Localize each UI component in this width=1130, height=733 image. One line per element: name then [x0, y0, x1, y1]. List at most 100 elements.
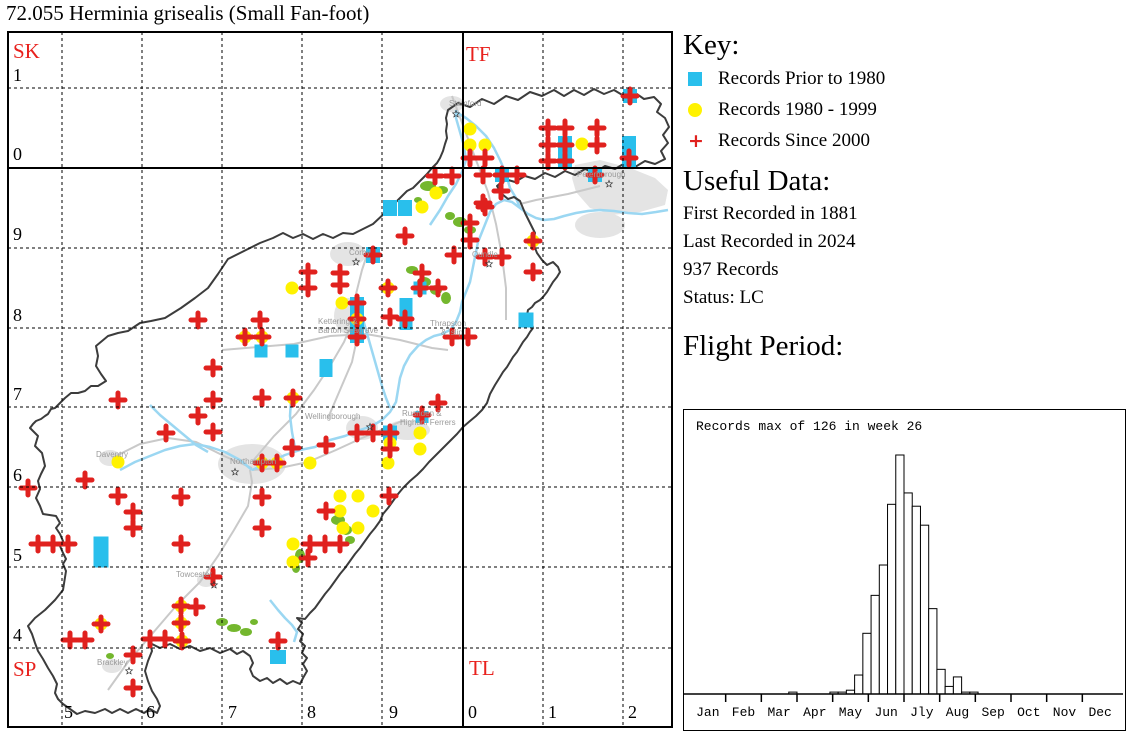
rivers-layer	[119, 110, 669, 643]
county-boundary	[27, 88, 670, 715]
town-label: Brackley	[97, 658, 128, 667]
record-cross	[28, 534, 48, 554]
record-circle	[366, 504, 380, 518]
record-cross	[298, 548, 318, 568]
record-cross	[523, 262, 543, 282]
record-cross	[155, 629, 175, 649]
record-cross	[428, 278, 448, 298]
record-cross	[123, 518, 143, 538]
record-cross	[410, 278, 430, 298]
grid-number: 5	[13, 545, 22, 565]
record-cross	[379, 486, 399, 506]
record-cross	[156, 423, 176, 443]
town-labels-layer: Stamford Peterborough Corby Oundle Kettering…	[96, 99, 625, 675]
record-cross	[460, 213, 480, 233]
record-cross	[475, 148, 495, 168]
key-item-label: Records Since 2000	[718, 130, 870, 152]
record-cross	[140, 629, 160, 649]
key-legend: Records Prior to 1980 Records 1980 - 1999…	[683, 68, 1130, 152]
key-item: Records Prior to 1980	[683, 68, 1130, 90]
histogram-bar	[928, 608, 938, 695]
histogram-bar	[887, 503, 897, 695]
town-star-icon	[230, 467, 240, 476]
record-cross	[619, 148, 639, 168]
record-square	[93, 536, 109, 568]
record-cross	[412, 263, 432, 283]
month-label: Jly	[910, 705, 934, 720]
record-cross	[428, 393, 448, 413]
record-cross	[425, 166, 445, 186]
town-label: Towcester	[176, 570, 212, 579]
grid-number: 0	[468, 702, 477, 722]
record-cross	[203, 358, 223, 378]
month-label: Apr	[803, 705, 826, 720]
record-circle	[285, 281, 299, 295]
record-cross	[442, 327, 462, 347]
flight-period-chart: Jan Feb Mar Apr May Jun Jly Aug Sep Oct Nov Dec Reco…	[683, 409, 1126, 731]
record-cross	[442, 166, 462, 186]
record-cross	[491, 181, 511, 201]
record-cross	[460, 148, 480, 168]
grid-number: 6	[146, 702, 155, 722]
record-cross	[363, 245, 383, 265]
record-cross	[203, 390, 223, 410]
histogram-bar	[936, 668, 946, 695]
record-cross	[475, 247, 495, 267]
flight-period-heading: Flight Period:	[683, 329, 844, 362]
record-circle	[333, 489, 347, 503]
record-cross	[58, 534, 78, 554]
town-label: Peterborough	[577, 170, 625, 179]
record-cross	[171, 596, 191, 616]
month-label: Mar	[767, 705, 790, 720]
town-label: Oundle	[472, 250, 498, 259]
record-circle	[463, 138, 477, 152]
record-cross	[412, 405, 432, 425]
record-cross	[347, 309, 367, 329]
record-cross	[585, 165, 605, 185]
record-cross	[252, 518, 272, 538]
record-cross	[347, 293, 367, 313]
useful-data-heading: Useful Data:	[683, 165, 831, 198]
record-cross	[378, 278, 398, 298]
circle-swatch-icon	[688, 103, 710, 118]
record-square	[518, 312, 534, 328]
useful-data-lines: First Recorded in 1881 Last Recorded in 2…	[683, 203, 1130, 309]
month-label: Oct	[1017, 705, 1040, 720]
grid-layer	[7, 31, 673, 728]
grid-number: 1	[13, 65, 22, 85]
record-circle	[381, 456, 395, 470]
grid-number: 5	[64, 702, 73, 722]
record-cross	[43, 534, 63, 554]
record-cross	[316, 501, 336, 521]
record-cross	[203, 567, 223, 587]
record-circle	[413, 442, 427, 456]
record-cross	[172, 631, 192, 651]
record-square	[285, 344, 299, 358]
month-label: Feb	[732, 705, 755, 720]
record-cross	[315, 534, 335, 554]
town-star-icon	[209, 580, 219, 589]
record-cross	[123, 645, 143, 665]
grid-number: 6	[13, 465, 22, 485]
record-circle	[575, 137, 589, 151]
histogram-bar	[903, 492, 913, 695]
town-label: Daventry	[96, 450, 128, 459]
record-circle	[111, 455, 125, 469]
town-star-icon	[351, 257, 361, 266]
record-cross	[380, 423, 400, 443]
key-item: + Records Since 2000	[683, 130, 1130, 152]
record-circle	[286, 537, 300, 551]
useful-data-line: Status: LC	[683, 286, 764, 308]
histogram-bar	[862, 632, 872, 695]
histogram-bar	[944, 685, 954, 695]
town-label: Thrapston	[430, 319, 466, 328]
record-cross	[91, 614, 111, 634]
record-cross	[60, 630, 80, 650]
useful-data-line: First Recorded in 1881	[683, 202, 858, 224]
grid-number: 8	[307, 702, 316, 722]
record-cross	[395, 309, 415, 329]
flight-period-svg: Jan Feb Mar Apr May Jun Jly Aug Sep Oct Nov Dec Reco…	[684, 419, 1123, 720]
record-cross	[330, 534, 350, 554]
